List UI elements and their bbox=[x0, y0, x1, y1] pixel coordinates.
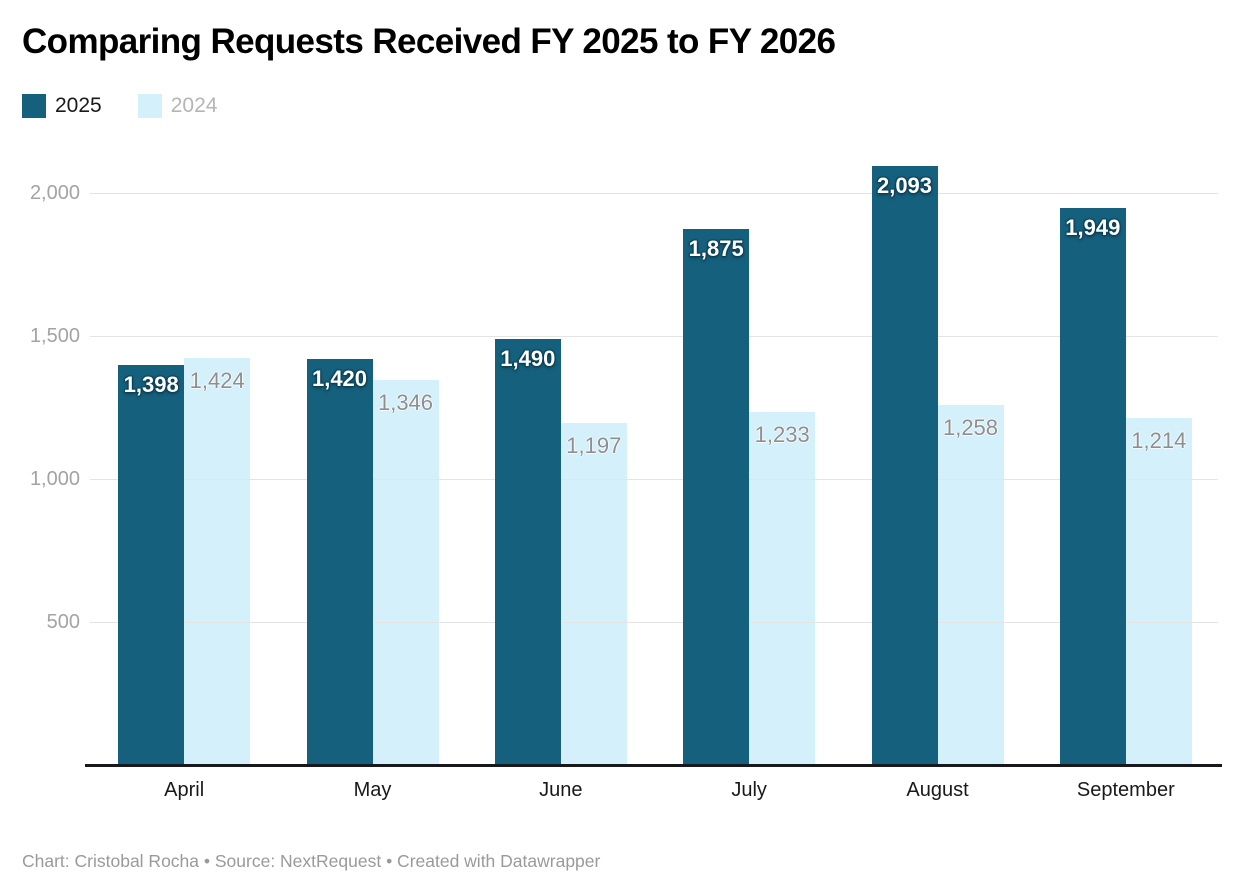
gridline-500 bbox=[90, 622, 1218, 623]
legend-label-2025: 2025 bbox=[55, 94, 102, 117]
bar-2025-june: 1,490 bbox=[494, 339, 561, 765]
value-label-2024-september: 1,214 bbox=[1131, 428, 1187, 453]
y-tick-label-2000: 2,000 bbox=[29, 182, 80, 204]
bar-2024-may: 1,346 bbox=[372, 380, 439, 765]
value-label-2025-september: 1,949 bbox=[1065, 215, 1121, 240]
gridline-1500 bbox=[90, 336, 1218, 337]
value-label-2024-august: 1,258 bbox=[942, 415, 999, 440]
gridline-1000 bbox=[90, 479, 1218, 480]
legend: 2025 2024 bbox=[22, 94, 217, 118]
bar-2024-july: 1,233 bbox=[749, 412, 816, 765]
y-tick-label-1000: 1,000 bbox=[29, 468, 80, 490]
value-label-2024-april: 1,424 bbox=[189, 368, 245, 393]
bar-2024-june: 1,197 bbox=[560, 423, 627, 765]
bar-2025-july: 1,875 bbox=[683, 229, 750, 765]
legend-item-2025: 2025 bbox=[22, 94, 102, 118]
attribution-footer: Chart: Cristobal Rocha • Source: NextReq… bbox=[22, 851, 601, 871]
value-label-2025-august: 2,093 bbox=[876, 173, 933, 198]
legend-item-2024: 2024 bbox=[137, 94, 218, 118]
x-axis-label-june: June bbox=[539, 779, 583, 801]
bar-2025-august: 2,093 bbox=[871, 166, 938, 765]
gridline-2000 bbox=[90, 193, 1218, 194]
value-label-2025-may: 1,420 bbox=[311, 366, 368, 391]
plot-area: 500 1,000 1,500 2,000 1,398 1,424 April 1,420 1,… bbox=[0, 140, 1240, 840]
bar-2025-september: 1,949 bbox=[1059, 208, 1126, 765]
x-axis-label-april: April bbox=[164, 779, 205, 801]
value-label-2025-july: 1,875 bbox=[688, 236, 744, 261]
bar-2024-april: 1,424 bbox=[184, 358, 251, 765]
bar-2025-april: 1,398 bbox=[118, 365, 185, 765]
x-axis-line bbox=[85, 764, 1222, 767]
x-axis-label-july: July bbox=[731, 779, 767, 801]
y-tick-label-500: 500 bbox=[46, 611, 80, 633]
value-label-2025-april: 1,398 bbox=[123, 372, 179, 397]
bar-2024-september: 1,214 bbox=[1125, 418, 1192, 765]
value-label-2025-june: 1,490 bbox=[500, 346, 556, 371]
chart-title: Comparing Requests Received FY 2025 to F… bbox=[22, 22, 836, 61]
value-label-2024-june: 1,197 bbox=[566, 433, 622, 458]
bar-2025-may: 1,420 bbox=[306, 359, 373, 765]
legend-swatch-2025 bbox=[22, 94, 46, 118]
legend-label-2024: 2024 bbox=[170, 94, 218, 117]
x-axis-label-may: May bbox=[353, 779, 392, 801]
x-axis-label-august: August bbox=[906, 779, 969, 801]
bar-2024-august: 1,258 bbox=[937, 405, 1004, 765]
y-tick-label-1500: 1,500 bbox=[29, 325, 80, 347]
x-axis-label-september: September bbox=[1076, 779, 1175, 801]
value-label-2024-july: 1,233 bbox=[754, 422, 810, 447]
legend-swatch-2024 bbox=[137, 94, 162, 118]
value-label-2024-may: 1,346 bbox=[377, 390, 434, 415]
